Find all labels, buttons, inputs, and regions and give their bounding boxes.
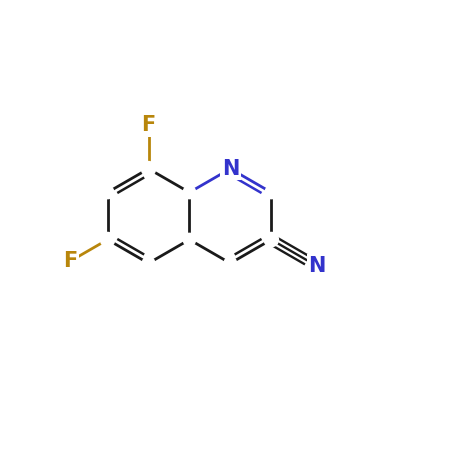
- Text: F: F: [141, 115, 156, 135]
- Text: N: N: [222, 159, 239, 179]
- Circle shape: [220, 159, 240, 179]
- Text: N: N: [308, 256, 326, 276]
- Text: F: F: [63, 252, 77, 271]
- Circle shape: [101, 233, 114, 246]
- Circle shape: [224, 257, 237, 270]
- Circle shape: [183, 233, 196, 246]
- Circle shape: [142, 257, 155, 270]
- Circle shape: [183, 186, 196, 199]
- Circle shape: [142, 162, 155, 175]
- Circle shape: [265, 233, 278, 246]
- Circle shape: [141, 162, 156, 176]
- Circle shape: [100, 232, 115, 247]
- Circle shape: [264, 232, 279, 247]
- Circle shape: [265, 186, 278, 199]
- Circle shape: [101, 186, 114, 199]
